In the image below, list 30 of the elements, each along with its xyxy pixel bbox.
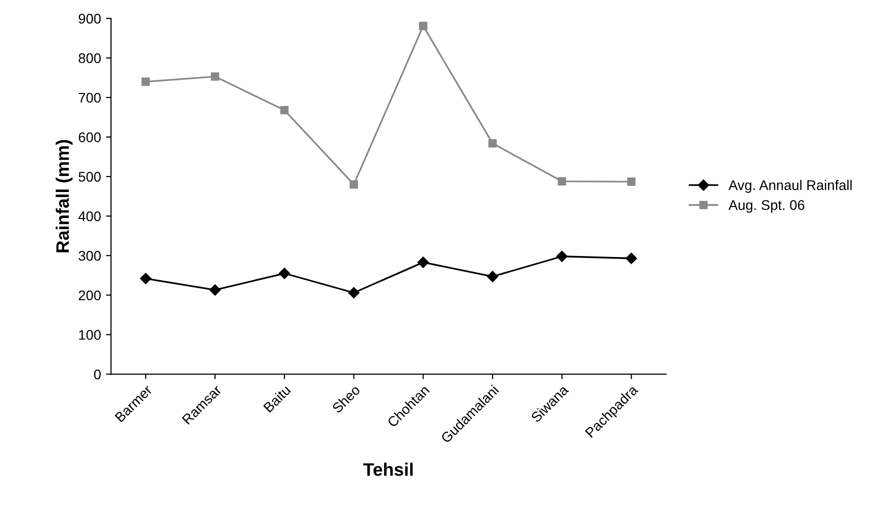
point xyxy=(280,106,289,114)
x-axis-title: Tehsil xyxy=(363,462,413,476)
legend-label: Aug. Spt. 06 xyxy=(728,200,804,213)
point xyxy=(626,252,637,264)
point xyxy=(209,284,221,296)
y-tick-label: 0 xyxy=(94,370,101,380)
point xyxy=(419,22,428,30)
point xyxy=(278,268,290,279)
legend-label: Avg. Annaul Rainfall xyxy=(728,180,852,193)
y-tick-label: 600 xyxy=(78,132,101,142)
point xyxy=(348,287,360,298)
point xyxy=(486,270,498,282)
point xyxy=(350,180,358,189)
y-tick-label: 100 xyxy=(79,330,101,340)
point xyxy=(488,139,497,148)
point xyxy=(140,272,152,284)
y-tick-label: 500 xyxy=(78,172,101,182)
point xyxy=(210,72,220,81)
point xyxy=(627,178,636,186)
point xyxy=(418,256,429,268)
y-tick-label: 900 xyxy=(78,14,101,24)
y-tick-label: 800 xyxy=(78,53,101,64)
y-tick-label: 700 xyxy=(78,92,101,103)
point xyxy=(142,78,150,86)
y-tick-label: 400 xyxy=(78,211,101,222)
y-tick-label: 300 xyxy=(78,250,101,261)
y-axis-title: Rainfall (mm) xyxy=(56,140,73,252)
y-tick-label: 200 xyxy=(78,290,101,300)
point xyxy=(558,177,566,186)
point xyxy=(556,250,568,262)
